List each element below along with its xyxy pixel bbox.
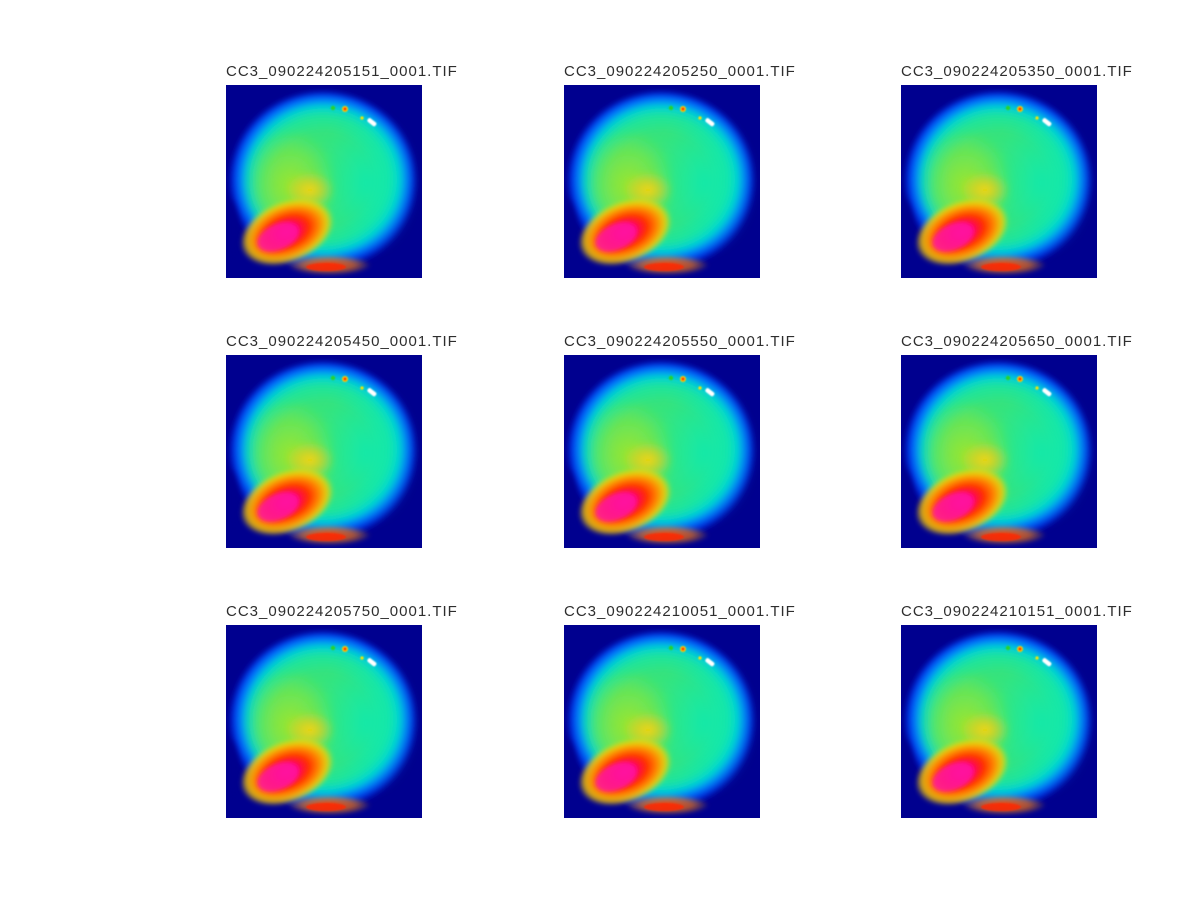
subplot-panel: CC3_090224205250_0001.TIF	[564, 63, 796, 278]
falsecolor-image	[226, 85, 422, 278]
panel-title: CC3_090224205350_0001.TIF	[901, 63, 1133, 80]
falsecolor-image	[564, 355, 760, 548]
panel-title: CC3_090224210151_0001.TIF	[901, 603, 1133, 620]
subplot-panel: CC3_090224205450_0001.TIF	[226, 333, 458, 548]
falsecolor-image	[226, 355, 422, 548]
subplot-panel: CC3_090224205650_0001.TIF	[901, 333, 1133, 548]
panel-title: CC3_090224205250_0001.TIF	[564, 63, 796, 80]
subplot-panel: CC3_090224205151_0001.TIF	[226, 63, 458, 278]
subplot-panel: CC3_090224205750_0001.TIF	[226, 603, 458, 818]
subplot-panel: CC3_090224210051_0001.TIF	[564, 603, 796, 818]
falsecolor-image	[901, 85, 1097, 278]
falsecolor-image	[564, 625, 760, 818]
subplot-panel: CC3_090224205350_0001.TIF	[901, 63, 1133, 278]
panel-title: CC3_090224205750_0001.TIF	[226, 603, 458, 620]
subplot-panel: CC3_090224205550_0001.TIF	[564, 333, 796, 548]
panel-title: CC3_090224205151_0001.TIF	[226, 63, 458, 80]
panel-title: CC3_090224205550_0001.TIF	[564, 333, 796, 350]
falsecolor-image	[901, 355, 1097, 548]
falsecolor-image	[226, 625, 422, 818]
panel-title: CC3_090224205450_0001.TIF	[226, 333, 458, 350]
subplot-panel: CC3_090224210151_0001.TIF	[901, 603, 1133, 818]
panel-title: CC3_090224210051_0001.TIF	[564, 603, 796, 620]
panel-title: CC3_090224205650_0001.TIF	[901, 333, 1133, 350]
falsecolor-image	[901, 625, 1097, 818]
falsecolor-image	[564, 85, 760, 278]
